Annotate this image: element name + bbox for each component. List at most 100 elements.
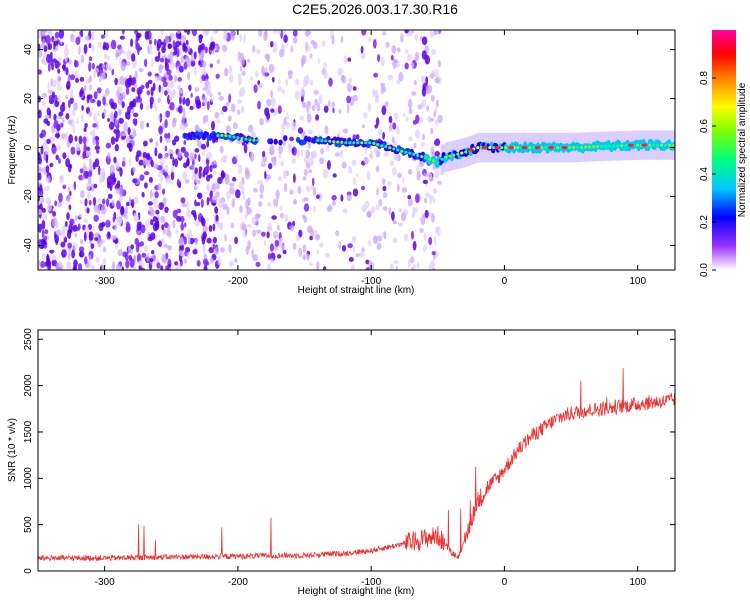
noise-speck [265, 174, 272, 180]
noise-speck [317, 57, 321, 64]
ridge-core [504, 146, 508, 150]
noise-speck [88, 223, 92, 231]
noise-speck [385, 41, 390, 48]
noise-speck [131, 199, 135, 209]
noise-speck [296, 149, 301, 158]
noise-speck [53, 41, 56, 50]
noise-speck [190, 60, 196, 67]
noise-speck [404, 62, 409, 70]
noise-speck [186, 209, 192, 219]
noise-speck [79, 76, 85, 82]
noise-speck [313, 205, 316, 213]
noise-speck [258, 83, 262, 89]
noise-speck [183, 122, 189, 128]
noise-speck [367, 102, 372, 112]
noise-speck [176, 65, 181, 74]
noise-speck [135, 43, 141, 51]
noise-speck [375, 165, 380, 173]
noise-speck [381, 231, 385, 238]
noise-speck [42, 213, 48, 221]
noise-speck [162, 197, 167, 207]
noise-speck [184, 222, 187, 228]
noise-speck [278, 237, 284, 248]
noise-speck [156, 262, 161, 269]
noise-speck [362, 112, 368, 119]
noise-speck [102, 64, 105, 69]
noise-speck [65, 113, 70, 120]
noise-speck [310, 39, 315, 45]
noise-speck [177, 150, 182, 159]
noise-speck [391, 136, 395, 144]
noise-speck [319, 157, 325, 165]
noise-speck [391, 167, 397, 176]
noise-speck [212, 237, 217, 244]
noise-speck [93, 196, 96, 206]
noise-speck [114, 243, 119, 249]
noise-speck [277, 254, 282, 259]
noise-speck [302, 244, 307, 254]
noise-speck [423, 172, 429, 177]
noise-speck [325, 144, 330, 152]
noise-speck [200, 49, 205, 58]
noise-speck [209, 190, 213, 199]
noise-speck [393, 154, 399, 161]
noise-speck [121, 101, 125, 109]
noise-speck [183, 61, 188, 70]
noise-speck [219, 145, 224, 154]
noise-speck [54, 100, 60, 108]
noise-speck [52, 143, 56, 148]
noise-speck [289, 189, 294, 195]
noise-speck [83, 231, 87, 242]
noise-speck [164, 90, 168, 96]
noise-speck [319, 242, 324, 248]
noise-speck [324, 252, 330, 258]
noise-speck [194, 185, 198, 191]
noise-speck [149, 258, 154, 263]
noise-speck [138, 67, 144, 73]
noise-speck [41, 220, 46, 230]
noise-speck [186, 252, 190, 260]
ridge-peak [494, 146, 501, 150]
ridge-core [584, 145, 588, 149]
noise-speck [131, 53, 136, 62]
noise-speck [93, 70, 96, 79]
noise-speck [365, 259, 370, 265]
noise-speck [113, 156, 117, 164]
noise-speck [57, 68, 61, 74]
noise-speck [351, 264, 355, 270]
noise-speck [303, 75, 307, 84]
noise-speck [211, 195, 218, 204]
noise-speck [115, 49, 119, 60]
noise-speck [69, 74, 76, 81]
ridge-core [456, 152, 460, 156]
noise-speck [243, 143, 248, 154]
noise-speck [289, 225, 295, 231]
noise-speck [430, 260, 436, 269]
noise-speck [257, 180, 263, 185]
noise-speck [248, 124, 254, 133]
noise-speck [166, 79, 170, 89]
noise-speck [161, 76, 167, 83]
noise-speck [194, 199, 197, 207]
noise-speck [160, 85, 164, 95]
noise-speck [245, 198, 250, 209]
noise-speck [375, 204, 380, 210]
noise-speck [415, 193, 420, 204]
noise-speck [184, 179, 190, 184]
noise-speck [231, 198, 236, 208]
noise-speck [111, 235, 117, 241]
noise-speck [38, 152, 41, 157]
noise-speck [215, 214, 219, 222]
noise-speck [45, 165, 50, 174]
noise-speck [125, 78, 131, 89]
noise-speck [165, 265, 170, 270]
noise-speck [157, 38, 162, 49]
noise-speck [94, 158, 100, 168]
x-tick-label: -200 [228, 276, 248, 287]
noise-speck [64, 221, 68, 227]
noise-speck [133, 112, 139, 118]
noise-speck [83, 218, 88, 224]
noise-speck [52, 79, 57, 88]
noise-speck [67, 99, 71, 109]
noise-speck [42, 60, 48, 66]
